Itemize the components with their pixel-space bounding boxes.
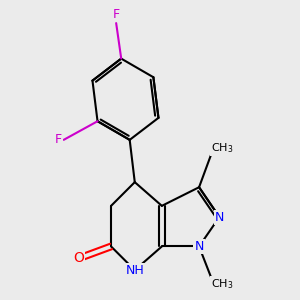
Text: CH$_3$: CH$_3$ xyxy=(211,277,233,291)
Text: CH$_3$: CH$_3$ xyxy=(211,141,233,155)
Text: F: F xyxy=(112,8,120,21)
Text: N: N xyxy=(215,211,224,224)
Text: NH: NH xyxy=(125,264,144,277)
Text: O: O xyxy=(74,251,84,265)
Text: N: N xyxy=(194,240,204,253)
Text: F: F xyxy=(55,133,62,146)
